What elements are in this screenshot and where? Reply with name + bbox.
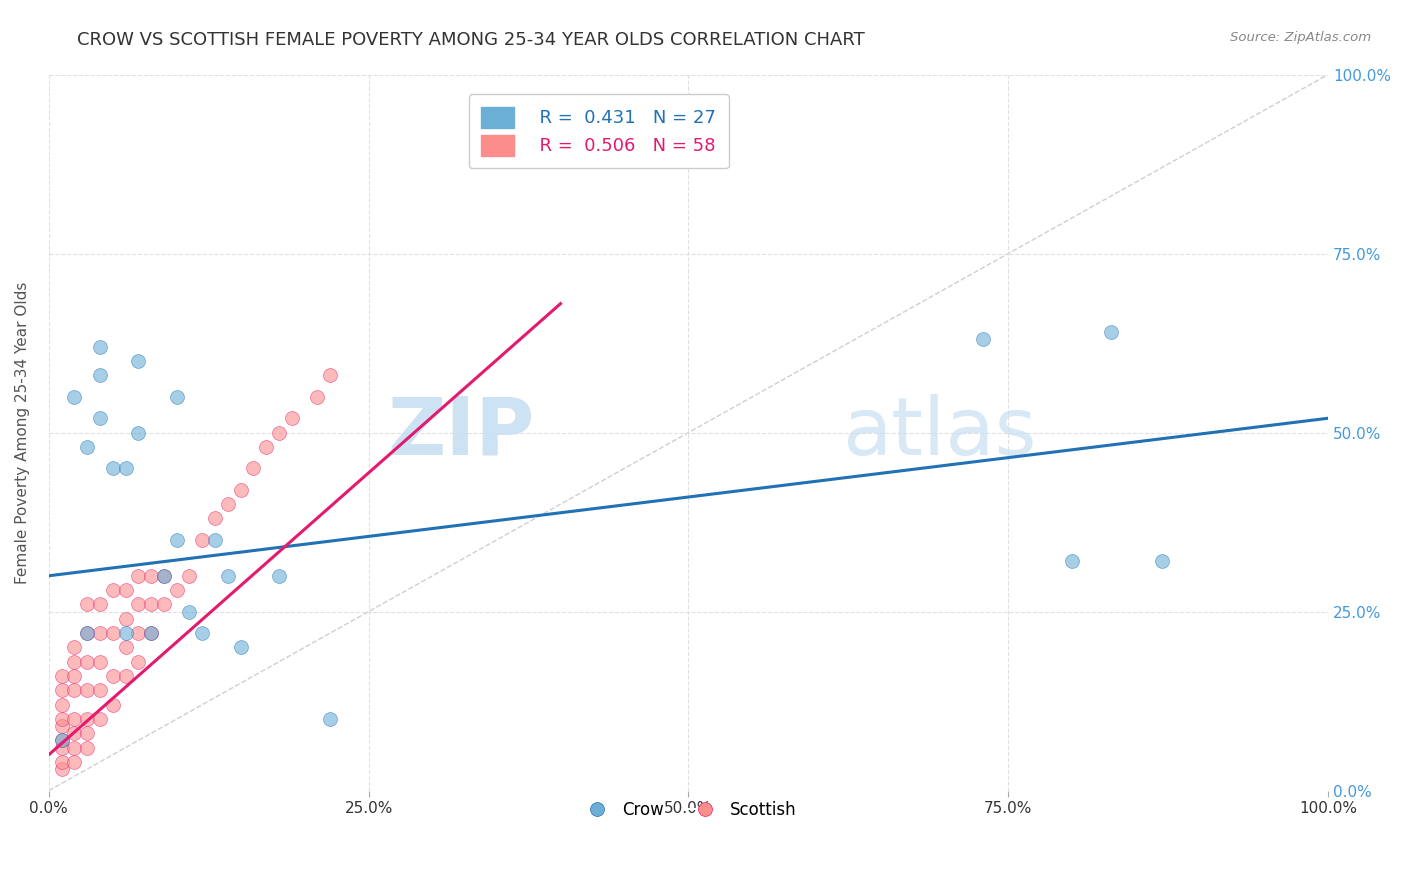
Point (204, 511, 226, 525)
Point (191, 626, 214, 640)
Point (179, 568, 201, 582)
Point (114, 612, 136, 626)
Point (204, 533, 226, 547)
Point (972, 333, 994, 347)
Point (319, 368, 342, 383)
Point (127, 354, 149, 368)
Point (63, 640, 86, 655)
Point (1099, 326, 1122, 340)
Point (229, 640, 252, 655)
Point (153, 568, 176, 582)
Point (63, 683, 86, 698)
Point (51, 740, 73, 755)
Point (63, 655, 86, 669)
Point (76, 655, 98, 669)
Text: CROW VS SCOTTISH FEMALE POVERTY AMONG 25-34 YEAR OLDS CORRELATION CHART: CROW VS SCOTTISH FEMALE POVERTY AMONG 25… (77, 31, 865, 49)
Point (114, 583, 136, 598)
Point (229, 483, 252, 497)
Point (51, 762, 73, 776)
Point (166, 583, 188, 598)
Point (114, 461, 136, 475)
Point (51, 669, 73, 683)
Point (76, 626, 98, 640)
Point (153, 568, 176, 582)
Point (76, 683, 98, 698)
Point (51, 683, 73, 698)
Point (242, 461, 264, 475)
Point (114, 640, 136, 655)
Point (139, 598, 162, 612)
Text: atlas: atlas (842, 393, 1036, 472)
Point (101, 669, 124, 683)
Point (76, 726, 98, 740)
Point (1150, 554, 1173, 568)
Point (89, 712, 111, 726)
Point (51, 733, 73, 747)
Point (51, 719, 73, 733)
Text: ZIP: ZIP (388, 393, 534, 472)
Point (127, 626, 149, 640)
Point (153, 598, 176, 612)
Point (51, 733, 73, 747)
Point (127, 655, 149, 669)
Point (217, 497, 239, 511)
Point (101, 626, 124, 640)
Point (76, 440, 98, 454)
Point (114, 626, 136, 640)
Point (89, 683, 111, 698)
Point (217, 568, 239, 582)
Point (254, 440, 277, 454)
Point (127, 425, 149, 440)
Y-axis label: Female Poverty Among 25-34 Year Olds: Female Poverty Among 25-34 Year Olds (15, 281, 30, 583)
Point (139, 626, 162, 640)
Point (166, 390, 188, 404)
Point (101, 698, 124, 712)
Point (63, 712, 86, 726)
Point (76, 626, 98, 640)
Text: Source: ZipAtlas.com: Source: ZipAtlas.com (1230, 31, 1371, 45)
Point (51, 698, 73, 712)
Point (114, 669, 136, 683)
Point (89, 655, 111, 669)
Point (51, 755, 73, 769)
Point (166, 533, 188, 547)
Point (51, 712, 73, 726)
Point (179, 605, 201, 619)
Point (191, 533, 214, 547)
Legend: Crow, Scottish: Crow, Scottish (574, 794, 803, 825)
Point (63, 740, 86, 755)
Point (307, 390, 329, 404)
Point (89, 411, 111, 425)
Point (139, 568, 162, 582)
Point (319, 712, 342, 726)
Point (89, 626, 111, 640)
Point (63, 755, 86, 769)
Point (63, 390, 86, 404)
Point (101, 461, 124, 475)
Point (281, 411, 304, 425)
Point (1062, 554, 1084, 568)
Point (101, 583, 124, 598)
Point (139, 626, 162, 640)
Point (89, 340, 111, 354)
Point (127, 598, 149, 612)
Point (267, 425, 290, 440)
Point (89, 368, 111, 383)
Point (127, 568, 149, 582)
Point (89, 598, 111, 612)
Point (76, 598, 98, 612)
Point (76, 740, 98, 755)
Point (76, 712, 98, 726)
Point (63, 726, 86, 740)
Point (63, 669, 86, 683)
Point (267, 568, 290, 582)
